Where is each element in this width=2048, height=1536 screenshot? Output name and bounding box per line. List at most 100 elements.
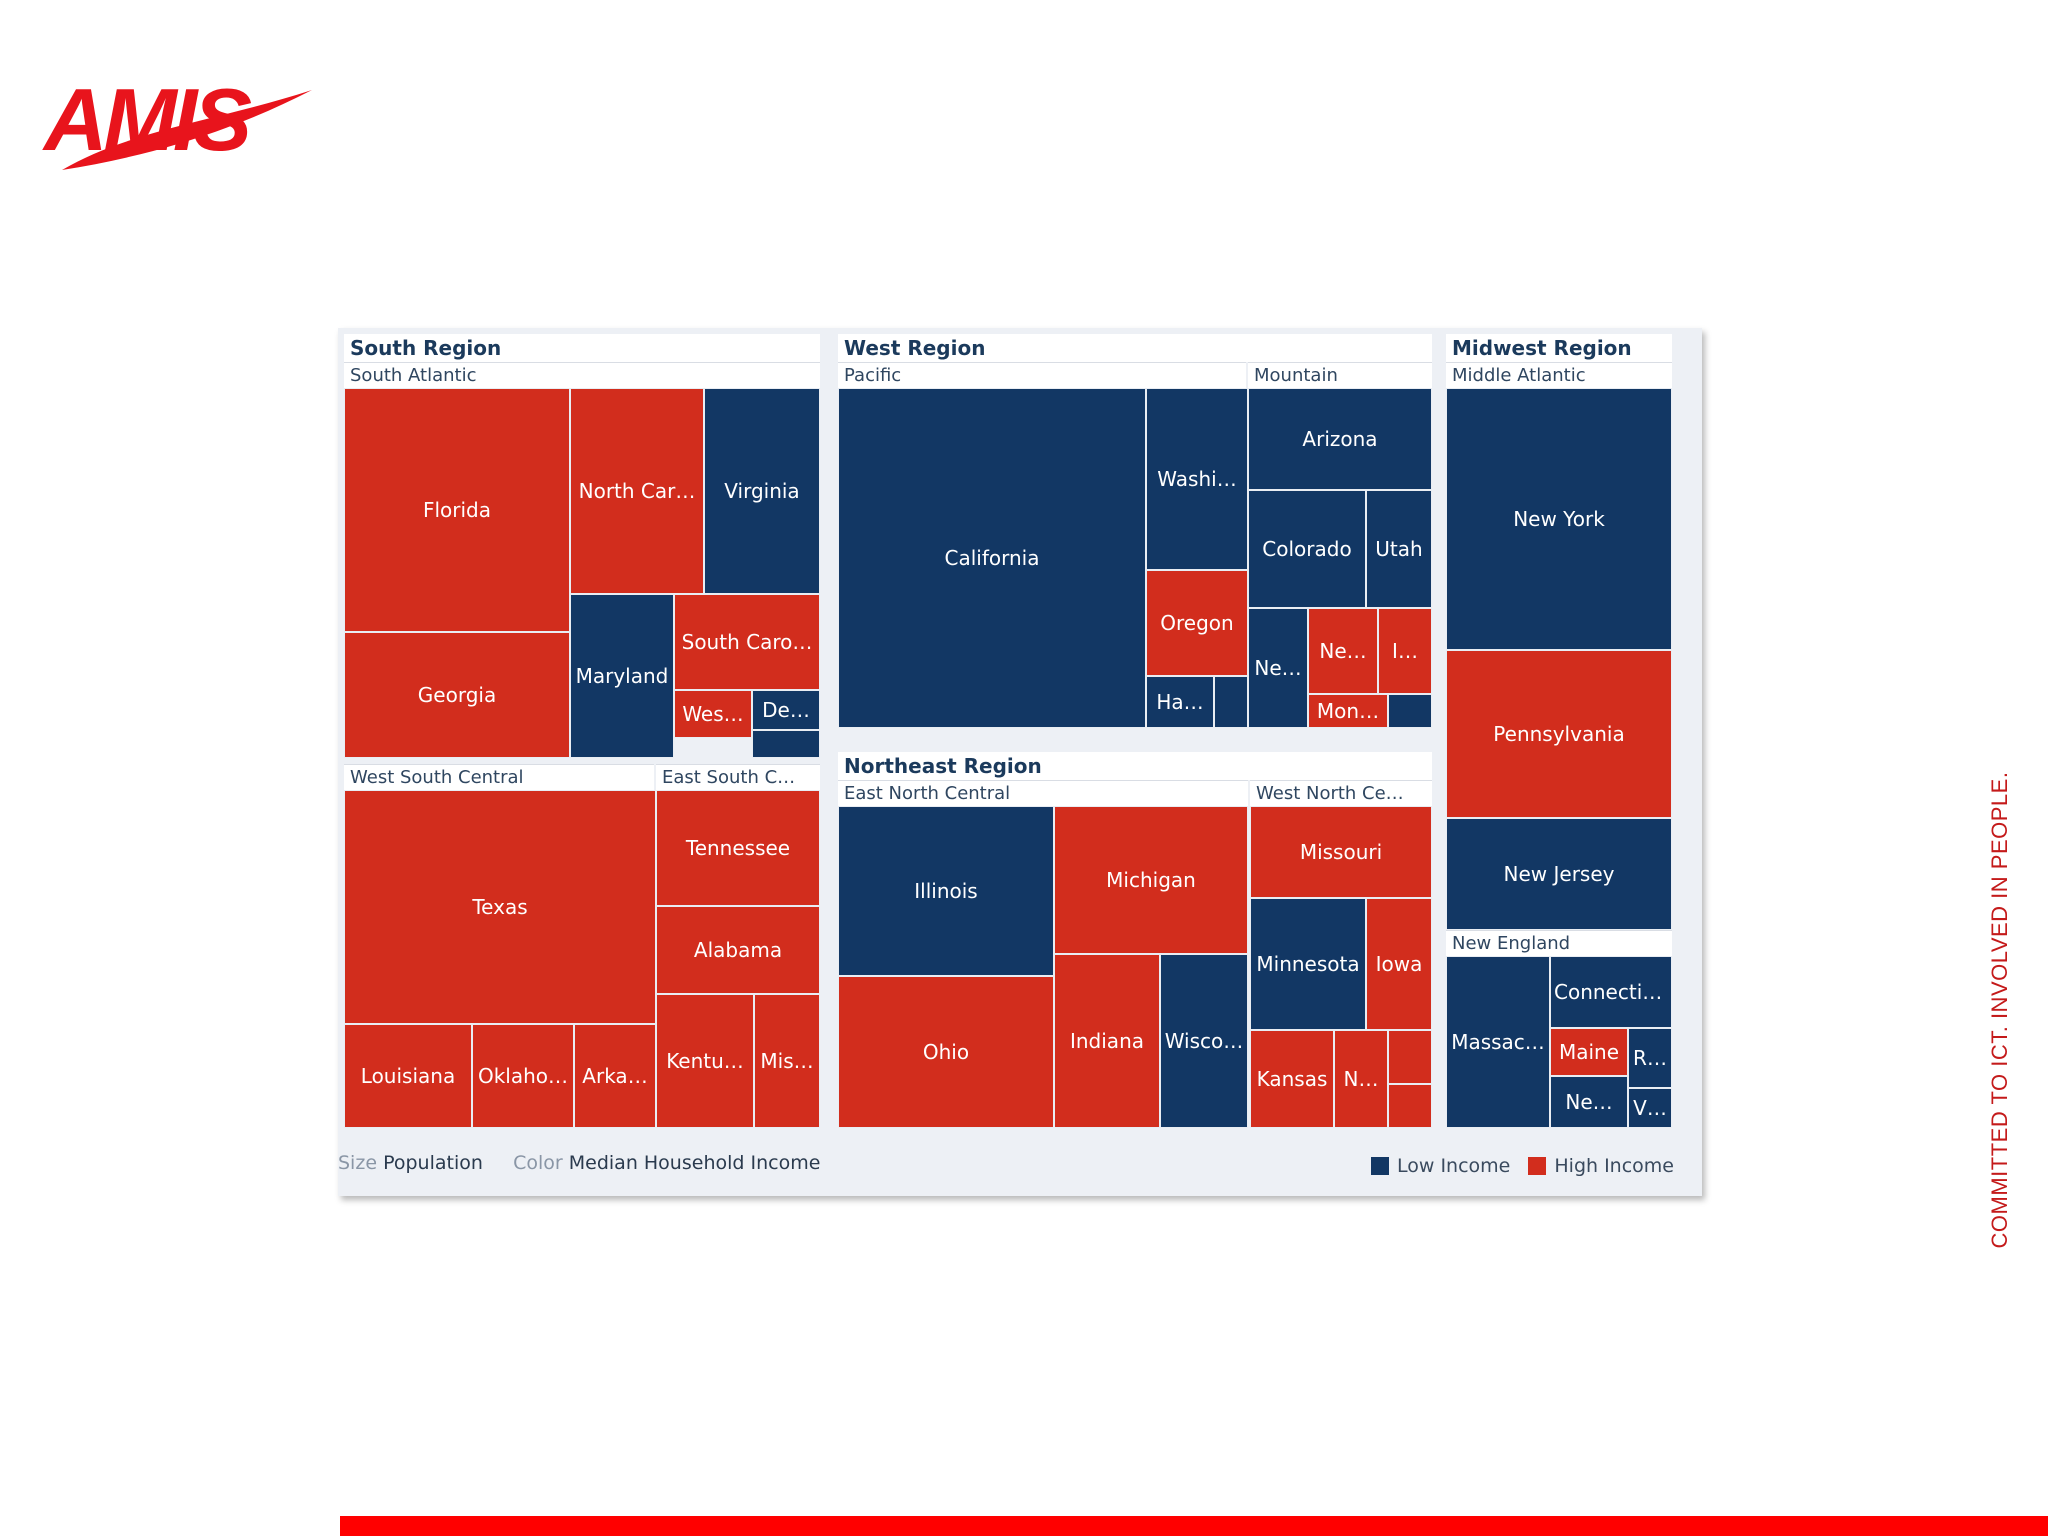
treemap-cell-north-car[interactable]: North Car…: [570, 388, 704, 594]
legend-item-high: High Income: [1528, 1151, 1674, 1181]
treemap-cell-wisco[interactable]: Wisco…: [1160, 954, 1248, 1128]
treemap-cell-unnamed[interactable]: [1214, 676, 1248, 728]
treemap-cell-minnesota[interactable]: Minnesota: [1250, 898, 1366, 1030]
treemap-cell-maryland[interactable]: Maryland: [570, 594, 674, 758]
treemap-cell-massac[interactable]: Massac…: [1446, 956, 1550, 1128]
treemap-cell-i[interactable]: I…: [1378, 608, 1432, 694]
treemap-cell-ha[interactable]: Ha…: [1146, 676, 1214, 728]
treemap-cell-utah[interactable]: Utah: [1366, 490, 1432, 608]
treemap-cell-label: Louisiana: [360, 1064, 456, 1088]
treemap-cell-label: Wes…: [682, 702, 744, 726]
bottom-accent-bar: [340, 1516, 2048, 1536]
treemap-cell-label: Illinois: [914, 879, 978, 903]
color-value: Median Household Income: [568, 1152, 821, 1174]
treemap-cell-label: Kansas: [1256, 1067, 1328, 1091]
treemap-cell-illinois[interactable]: Illinois: [838, 806, 1054, 976]
treemap-cell-label: I…: [1392, 639, 1418, 663]
treemap-cell-louisiana[interactable]: Louisiana: [344, 1024, 472, 1128]
treemap-cell-oklaho[interactable]: Oklaho…: [472, 1024, 574, 1128]
treemap-cell-michigan[interactable]: Michigan: [1054, 806, 1248, 954]
treemap-cell-n[interactable]: N…: [1334, 1030, 1388, 1128]
treemap-cell-label: Iowa: [1375, 952, 1423, 976]
treemap-cell-label: North Car…: [578, 479, 696, 503]
treemap-cell-label: Connecticut: [1554, 980, 1671, 1004]
legend-item-low: Low Income: [1371, 1151, 1510, 1181]
treemap-cell-label: Ne…: [1319, 639, 1367, 663]
treemap-cell-florida[interactable]: Florida: [344, 388, 570, 632]
treemap-cell-maine[interactable]: Maine: [1550, 1028, 1628, 1076]
treemap-cell-indiana[interactable]: Indiana: [1054, 954, 1160, 1128]
treemap-cell-label: Ha…: [1156, 690, 1204, 714]
treemap-cell-de[interactable]: De…: [752, 690, 820, 730]
treemap-cell-label: R…: [1633, 1046, 1667, 1070]
treemap-cell-new-york[interactable]: New York: [1446, 388, 1672, 650]
treemap-cell-label: N…: [1343, 1067, 1379, 1091]
treemap-cell-label: Wisco…: [1164, 1029, 1244, 1053]
treemap-cell-oregon[interactable]: Oregon: [1146, 570, 1248, 676]
treemap-cell-california[interactable]: California: [838, 388, 1146, 728]
treemap-cell-virginia[interactable]: Virginia: [704, 388, 820, 594]
treemap-cell-r[interactable]: R…: [1628, 1028, 1672, 1088]
treemap-cell-alabama[interactable]: Alabama: [656, 906, 820, 994]
region-header-west-region: West Region: [838, 334, 1432, 362]
treemap-cell-ne[interactable]: Ne…: [1248, 608, 1308, 728]
treemap-cell-ne[interactable]: Ne…: [1308, 608, 1378, 694]
treemap-cell-missouri[interactable]: Missouri: [1250, 806, 1432, 898]
region-header-northeast-region: Northeast Region: [838, 752, 1432, 780]
treemap-cell-connecticut[interactable]: Connecticut: [1550, 956, 1672, 1028]
treemap-cell-unnamed[interactable]: [752, 730, 820, 758]
treemap-cell-wes[interactable]: Wes…: [674, 690, 752, 738]
treemap-cell-unnamed[interactable]: [1388, 1084, 1432, 1128]
treemap-cell-arka[interactable]: Arka…: [574, 1024, 656, 1128]
treemap-cell-unnamed[interactable]: [1388, 694, 1432, 728]
treemap-cell-label: V…: [1633, 1096, 1667, 1120]
treemap-cell-label: Maine: [1558, 1040, 1620, 1064]
treemap-cell-tennessee[interactable]: Tennessee: [656, 790, 820, 906]
division-header-south-atlantic: South Atlantic: [344, 362, 820, 388]
treemap-cell-colorado[interactable]: Colorado: [1248, 490, 1366, 608]
treemap-cell-v[interactable]: V…: [1628, 1088, 1672, 1128]
treemap-cell-kansas[interactable]: Kansas: [1250, 1030, 1334, 1128]
treemap-cell-label: Colorado: [1262, 537, 1352, 561]
region-header-south-region: South Region: [344, 334, 820, 362]
treemap-cell-texas[interactable]: Texas: [344, 790, 656, 1024]
treemap-panel: South Region South Atlantic Florida North C…: [338, 328, 1702, 1196]
division-header-east-south-c: East South C…: [656, 764, 820, 790]
treemap-cell-label: Tennessee: [685, 836, 791, 860]
treemap-cell-ne[interactable]: Ne…: [1550, 1076, 1628, 1128]
division-header-east-north-central: East North Central: [838, 780, 1248, 806]
treemap-cell-mis[interactable]: Mis…: [754, 994, 820, 1128]
treemap-cell-label: Ohio: [922, 1040, 970, 1064]
treemap-cell-label: Michigan: [1106, 868, 1196, 892]
treemap-cell-pennsylvania[interactable]: Pennsylvania: [1446, 650, 1672, 818]
treemap-cell-georgia[interactable]: Georgia: [344, 632, 570, 758]
treemap-cell-washi[interactable]: Washi…: [1146, 388, 1248, 570]
color-label: Color: [513, 1152, 563, 1174]
treemap-cell-iowa[interactable]: Iowa: [1366, 898, 1432, 1030]
treemap-cell-unnamed[interactable]: [1388, 1030, 1432, 1084]
treemap-cell-label: Minnesota: [1256, 952, 1360, 976]
treemap-cell-label: Virginia: [724, 479, 800, 503]
division-header-mountain: Mountain: [1248, 362, 1432, 388]
division-header-pacific: Pacific: [838, 362, 1246, 388]
treemap-cell-label: Indiana: [1069, 1029, 1144, 1053]
amis-logo: AMIS: [40, 60, 320, 180]
treemap-cell-label: Oregon: [1160, 611, 1234, 635]
treemap-cell-new-jersey[interactable]: New Jersey: [1446, 818, 1672, 930]
treemap-cell-label: Kentu…: [666, 1049, 744, 1073]
division-header-new-england: New England: [1446, 930, 1672, 956]
legend-swatch-low: [1371, 1157, 1389, 1175]
treemap-cell-label: Alabama: [693, 938, 783, 962]
treemap-cell-label: Arka…: [582, 1064, 648, 1088]
treemap-cell-kentu[interactable]: Kentu…: [656, 994, 754, 1128]
treemap-cell-label: Mis…: [760, 1049, 814, 1073]
logo-swoosh-icon: [62, 90, 312, 170]
treemap-cell-mon[interactable]: Mon…: [1308, 694, 1388, 728]
legend-label-low: Low Income: [1397, 1155, 1511, 1177]
treemap-cell-arizona[interactable]: Arizona: [1248, 388, 1432, 490]
treemap-cell-label: Massac…: [1451, 1030, 1545, 1054]
treemap-cell-label: Texas: [472, 895, 528, 919]
treemap-cell-south-caro[interactable]: South Caro…: [674, 594, 820, 690]
treemap-cell-ohio[interactable]: Ohio: [838, 976, 1054, 1128]
treemap-cell-label: Florida: [422, 498, 492, 522]
